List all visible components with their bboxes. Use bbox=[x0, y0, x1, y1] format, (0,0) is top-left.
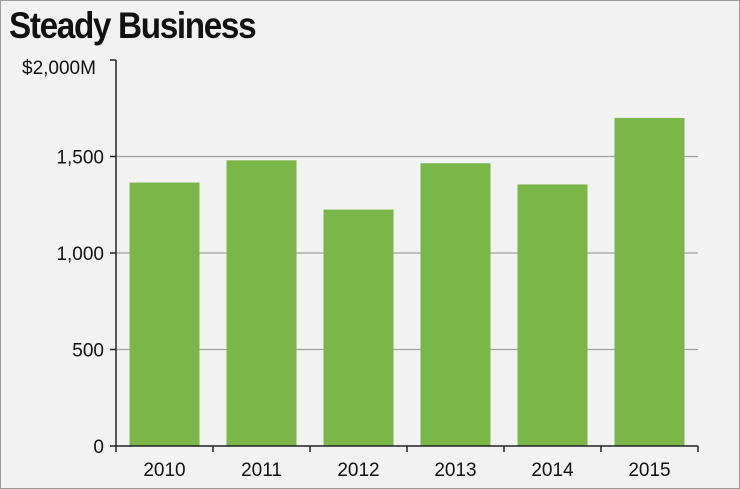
gridlines bbox=[116, 155, 698, 351]
bar bbox=[323, 209, 394, 446]
chart-title: Steady Business bbox=[9, 5, 257, 46]
y-tick-label: 0 bbox=[93, 437, 104, 458]
x-tick-labels: 2010 2011 2012 2013 2014 2015 bbox=[143, 460, 670, 481]
x-tick-label: 2012 bbox=[337, 460, 379, 481]
y-tick-labels: 0 500 1,000 1,500 $2,000M bbox=[22, 58, 104, 458]
x-tick-label: 2011 bbox=[241, 460, 282, 481]
x-tick-label: 2010 bbox=[143, 460, 185, 481]
axes bbox=[110, 59, 699, 452]
y-tick-label: $2,000M bbox=[22, 58, 96, 79]
y-tick-label: 1,500 bbox=[56, 148, 104, 169]
y-tick-label: 1,000 bbox=[56, 244, 104, 265]
x-tick-label: 2014 bbox=[531, 460, 574, 481]
bar bbox=[614, 117, 685, 447]
x-tick-label: 2013 bbox=[434, 460, 476, 481]
bar bbox=[517, 184, 588, 447]
bar bbox=[129, 182, 200, 446]
bars bbox=[129, 117, 685, 447]
bar bbox=[226, 160, 297, 447]
bar bbox=[420, 163, 491, 446]
x-tick-label: 2015 bbox=[628, 460, 670, 481]
y-tick-label: 500 bbox=[72, 341, 104, 362]
